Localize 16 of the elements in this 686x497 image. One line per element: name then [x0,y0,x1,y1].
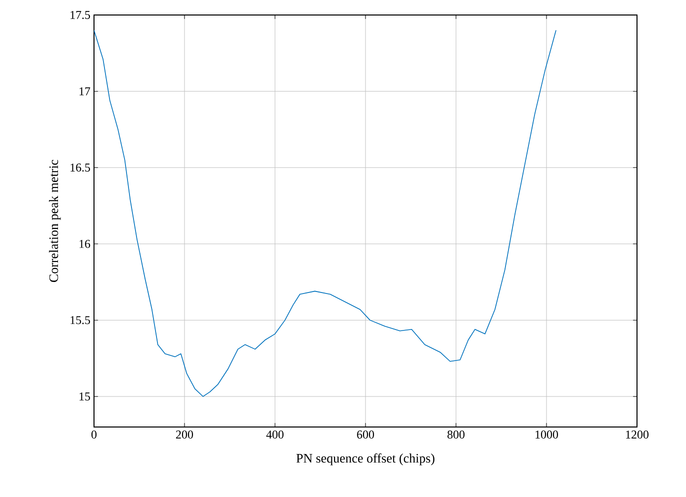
x-tick-label: 1000 [536,430,558,439]
y-tick-label: 16.5 [70,164,90,172]
x-tick-label: 600 [357,430,374,439]
x-tick-label: 1200 [626,430,648,439]
x-axis-title: PN sequence offset (chips) [296,453,434,466]
y-tick-label: 15.5 [70,316,90,324]
y-axis-title: Correlation peak metric [48,160,61,282]
y-tick-label: 17.5 [70,10,90,20]
line-series [94,30,556,397]
x-tick-label: 400 [266,430,284,439]
y-tick-label: 16 [80,240,90,248]
x-tick-label: 0 [91,430,97,439]
x-tick-label: 800 [447,430,465,439]
x-tick-label: 200 [176,430,194,439]
y-tick-label: 15 [80,392,90,400]
y-tick-label: 17 [80,87,90,96]
